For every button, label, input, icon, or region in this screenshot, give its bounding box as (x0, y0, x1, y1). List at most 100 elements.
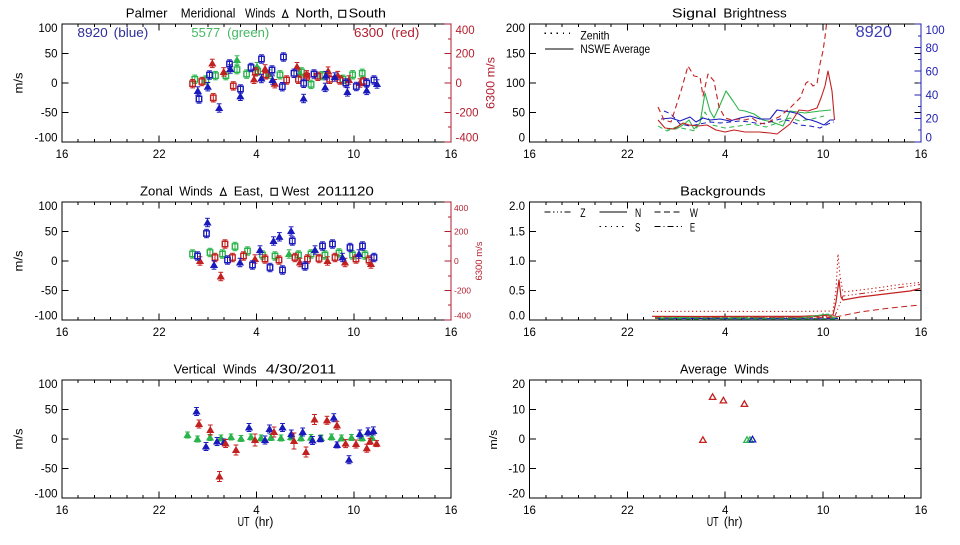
svg-text:50: 50 (45, 49, 58, 61)
svg-text:50: 50 (45, 405, 58, 417)
svg-text:16: 16 (523, 149, 536, 161)
svg-text:Meridional: Meridional (181, 6, 236, 21)
svg-text:Backgrounds: Backgrounds (680, 184, 766, 199)
svg-text:100: 100 (38, 201, 57, 213)
svg-text:Z: Z (580, 208, 585, 220)
svg-text:8920: 8920 (77, 26, 107, 40)
svg-text:(red): (red) (391, 26, 419, 40)
svg-text:22: 22 (153, 505, 166, 517)
svg-text:-10: -10 (508, 464, 525, 476)
svg-text:8920: 8920 (856, 24, 892, 41)
svg-text:-100: -100 (34, 311, 57, 323)
svg-text:m/s: m/s (14, 250, 26, 271)
svg-text:0: 0 (519, 434, 525, 446)
svg-text:16: 16 (56, 149, 69, 161)
svg-text:100: 100 (38, 23, 57, 35)
svg-text:NSWE Average: NSWE Average (580, 42, 650, 56)
svg-text:50: 50 (45, 227, 58, 239)
svg-text:400: 400 (456, 25, 475, 37)
svg-text:West: West (282, 184, 310, 199)
svg-text:Brightness: Brightness (723, 6, 787, 21)
svg-text:1.0: 1.0 (509, 256, 525, 268)
svg-text:UT: UT (238, 514, 250, 529)
svg-text:150: 150 (506, 49, 525, 61)
svg-text:-50: -50 (41, 286, 58, 298)
svg-text:-50: -50 (41, 464, 58, 476)
svg-text:6300 m/s: 6300 m/s (474, 241, 484, 281)
svg-text:4: 4 (722, 327, 729, 339)
svg-text:4: 4 (253, 505, 260, 517)
svg-text:22: 22 (621, 505, 634, 517)
svg-text:16: 16 (523, 505, 536, 517)
svg-text:m/s: m/s (488, 429, 500, 450)
svg-text:-50: -50 (41, 108, 58, 120)
svg-text:16: 16 (915, 149, 928, 161)
svg-text:m/s: m/s (14, 72, 26, 93)
svg-text:40: 40 (926, 90, 939, 102)
svg-text:Vertical: Vertical (174, 362, 216, 377)
svg-text:10: 10 (817, 149, 830, 161)
svg-text:10: 10 (347, 149, 360, 161)
svg-text:-400: -400 (454, 311, 471, 321)
svg-text:22: 22 (621, 327, 634, 339)
svg-text:E: E (690, 222, 696, 234)
svg-text:4: 4 (722, 505, 729, 517)
svg-text:Winds: Winds (179, 184, 213, 199)
svg-text:22: 22 (153, 327, 166, 339)
svg-text:Signal: Signal (672, 6, 717, 21)
svg-text:4/30/2011: 4/30/2011 (266, 362, 336, 377)
svg-text:0: 0 (51, 78, 57, 90)
svg-text:0: 0 (454, 256, 459, 266)
svg-text:N: N (635, 208, 641, 220)
svg-text:Winds: Winds (245, 6, 276, 21)
svg-text:0: 0 (519, 133, 525, 145)
svg-text:(green): (green) (227, 26, 269, 40)
svg-text:4: 4 (253, 149, 260, 161)
svg-text:Winds: Winds (223, 362, 257, 377)
svg-text:16: 16 (915, 505, 928, 517)
svg-text:Palmer: Palmer (126, 6, 168, 21)
svg-text:80: 80 (926, 43, 939, 55)
svg-text:400: 400 (454, 203, 468, 213)
svg-text:16: 16 (445, 505, 458, 517)
svg-text:22: 22 (621, 149, 634, 161)
svg-text:20: 20 (926, 114, 939, 126)
svg-text:20: 20 (512, 379, 525, 391)
svg-text:60: 60 (926, 66, 939, 78)
svg-text:2011120: 2011120 (317, 184, 374, 199)
svg-text:100: 100 (506, 78, 525, 90)
svg-text:S: S (635, 222, 641, 234)
svg-text:10: 10 (347, 327, 360, 339)
svg-text:-200: -200 (456, 108, 479, 120)
svg-text:W: W (690, 208, 698, 220)
svg-text:16: 16 (445, 327, 458, 339)
svg-text:6300: 6300 (354, 26, 384, 40)
svg-text:1.5: 1.5 (509, 227, 525, 239)
svg-text:16: 16 (523, 327, 536, 339)
svg-text:10: 10 (817, 327, 830, 339)
svg-text:100: 100 (926, 25, 945, 37)
svg-text:0: 0 (51, 256, 57, 268)
svg-text:North,: North, (295, 6, 333, 21)
svg-text:Zenith: Zenith (580, 28, 609, 42)
svg-text:0: 0 (51, 434, 57, 446)
svg-text:10: 10 (817, 505, 830, 517)
svg-text:4: 4 (722, 149, 729, 161)
svg-text:South: South (349, 6, 386, 21)
svg-text:100: 100 (38, 379, 57, 391)
svg-text:(hr): (hr) (255, 514, 274, 529)
svg-text:(blue): (blue) (114, 26, 149, 40)
svg-text:16: 16 (56, 505, 69, 517)
svg-text:5577: 5577 (191, 26, 220, 40)
svg-text:m/s: m/s (14, 428, 26, 449)
svg-text:22: 22 (153, 149, 166, 161)
svg-text:(hr): (hr) (724, 514, 743, 529)
svg-text:-100: -100 (34, 133, 57, 145)
svg-text:0.5: 0.5 (509, 286, 525, 298)
svg-text:-100: -100 (34, 489, 57, 501)
svg-text:10: 10 (512, 405, 525, 417)
svg-text:-20: -20 (508, 489, 525, 501)
svg-text:16: 16 (56, 327, 69, 339)
svg-text:50: 50 (512, 108, 525, 120)
svg-text:16: 16 (915, 327, 928, 339)
